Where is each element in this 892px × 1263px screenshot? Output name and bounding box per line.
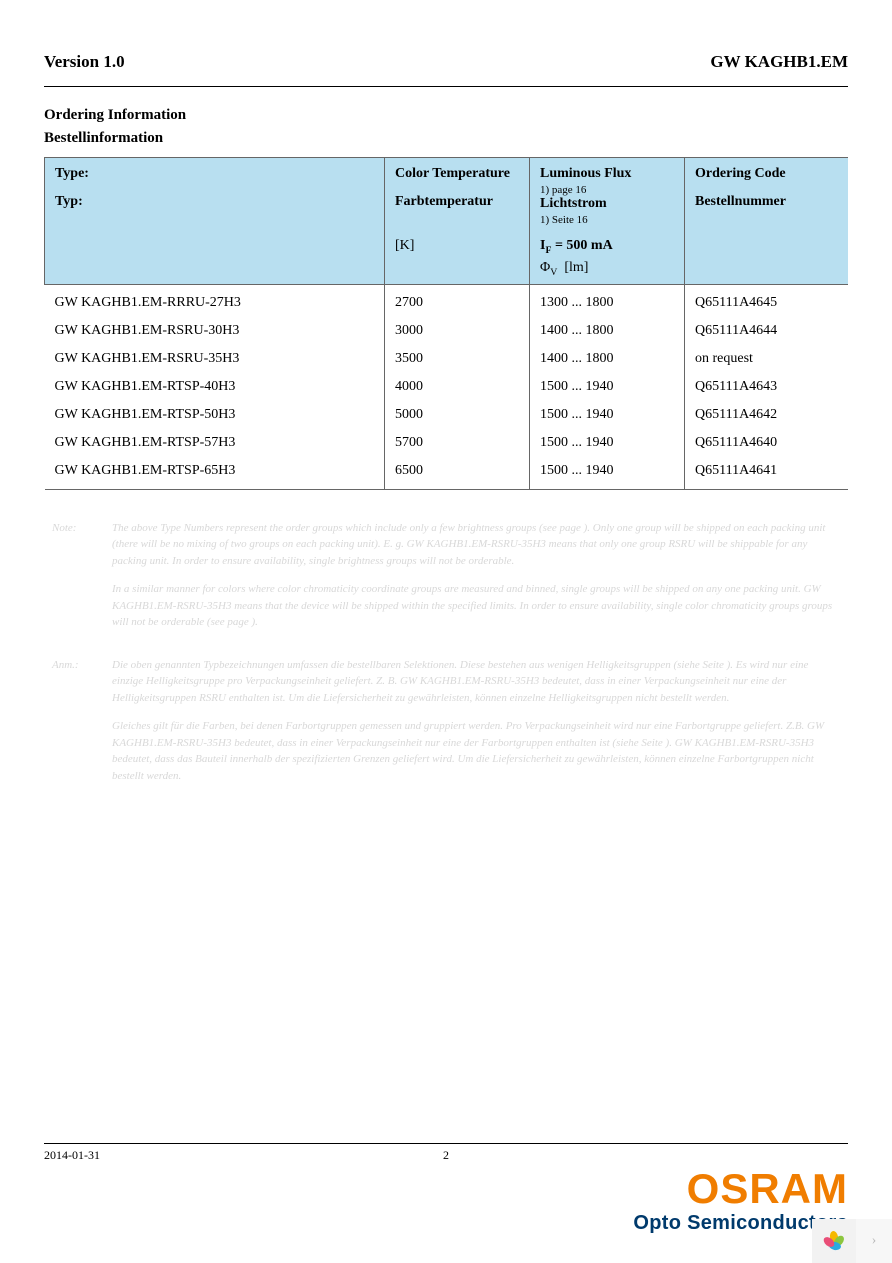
cell-flux: 1500 ... 1940 (530, 401, 685, 429)
col-flux-sub-de: 1) Seite 16 (540, 214, 674, 226)
col-code-en: Ordering Code (695, 166, 838, 182)
note-en-p2: In a similar manner for colors where col… (112, 581, 840, 631)
col-header-flux: Luminous Flux 1) page 16 Lichtstrom 1) S… (530, 158, 685, 285)
note-de-p2: Gleiches gilt für die Farben, bei denen … (112, 718, 840, 784)
note-body-en: The above Type Numbers represent the ord… (112, 520, 840, 643)
cell-code: Q65111A4641 (685, 457, 849, 490)
table-row: GW KAGHB1.EM-RRRU-27H327001300 ... 1800Q… (45, 284, 849, 317)
corner-widget: › (812, 1219, 892, 1263)
cell-flux: 1400 ... 1800 (530, 345, 685, 373)
col-flux-unit: ΦV [lm] (540, 260, 674, 278)
cell-code: Q65111A4643 (685, 373, 849, 401)
cell-code: on request (685, 345, 849, 373)
cell-temp: 5000 (385, 401, 530, 429)
table-row: GW KAGHB1.EM-RSRU-30H330001400 ... 1800Q… (45, 317, 849, 345)
cell-flux: 1400 ... 1800 (530, 317, 685, 345)
col-temp-en: Color Temperature (395, 166, 519, 182)
cell-temp: 4000 (385, 373, 530, 401)
cell-temp: 5700 (385, 429, 530, 457)
section-title-de: Bestellinformation (44, 130, 848, 147)
cell-type: GW KAGHB1.EM-RRRU-27H3 (45, 284, 385, 317)
col-type-de: Typ: (55, 194, 374, 210)
col-temp-de: Farbtemperatur (395, 194, 519, 210)
cell-flux: 1500 ... 1940 (530, 373, 685, 401)
part-number: GW KAGHB1.EM (710, 52, 848, 72)
cell-flux: 1300 ... 1800 (530, 284, 685, 317)
ordering-table: Type: Typ: Color Temperature Farbtempera… (44, 157, 848, 490)
col-header-temp: Color Temperature Farbtemperatur [K] (385, 158, 530, 285)
table-body: GW KAGHB1.EM-RRRU-27H327001300 ... 1800Q… (45, 284, 849, 489)
table-row: GW KAGHB1.EM-RTSP-65H365001500 ... 1940Q… (45, 457, 849, 490)
cell-code: Q65111A4640 (685, 429, 849, 457)
cell-type: GW KAGHB1.EM-RSRU-35H3 (45, 345, 385, 373)
cell-code: Q65111A4642 (685, 401, 849, 429)
note-label-de: Anm.: (52, 657, 112, 797)
cell-type: GW KAGHB1.EM-RTSP-50H3 (45, 401, 385, 429)
col-flux-condition: IF = 500 mA (540, 238, 674, 256)
note-en-p1: The above Type Numbers represent the ord… (112, 520, 840, 570)
table-row: GW KAGHB1.EM-RSRU-35H335001400 ... 1800o… (45, 345, 849, 373)
cell-temp: 3500 (385, 345, 530, 373)
version-label: Version 1.0 (44, 52, 125, 72)
cell-type: GW KAGHB1.EM-RTSP-40H3 (45, 373, 385, 401)
col-code-de: Bestellnummer (695, 194, 838, 210)
page-footer: 2014-01-31 2 (44, 1143, 848, 1163)
flower-icon[interactable] (812, 1219, 856, 1263)
footer-date: 2014-01-31 (44, 1148, 100, 1163)
cell-temp: 3000 (385, 317, 530, 345)
col-header-code: Ordering Code Bestellnummer (685, 158, 849, 285)
table-row: GW KAGHB1.EM-RTSP-40H340001500 ... 1940Q… (45, 373, 849, 401)
col-type-en: Type: (55, 166, 374, 182)
col-flux-de: Lichtstrom (540, 196, 674, 212)
table-row: GW KAGHB1.EM-RTSP-50H350001500 ... 1940Q… (45, 401, 849, 429)
cell-flux: 1500 ... 1940 (530, 429, 685, 457)
col-flux-sub-en: 1) page 16 (540, 184, 674, 196)
note-de-p1: Die oben genannten Typbezeichnungen umfa… (112, 657, 840, 707)
cell-temp: 2700 (385, 284, 530, 317)
chevron-right-icon[interactable]: › (856, 1219, 892, 1263)
col-temp-unit: [K] (395, 238, 519, 254)
table-row: GW KAGHB1.EM-RTSP-57H357001500 ... 1940Q… (45, 429, 849, 457)
cell-type: GW KAGHB1.EM-RTSP-65H3 (45, 457, 385, 490)
section-title-en: Ordering Information (44, 107, 848, 124)
col-flux-en: Luminous Flux (540, 166, 674, 182)
osram-wordmark: OSRAM (633, 1168, 848, 1210)
cell-code: Q65111A4645 (685, 284, 849, 317)
note-label-en: Note: (52, 520, 112, 643)
col-header-type: Type: Typ: (45, 158, 385, 285)
cell-temp: 6500 (385, 457, 530, 490)
page-header: Version 1.0 GW KAGHB1.EM (44, 52, 848, 87)
footer-page-number: 2 (443, 1148, 449, 1163)
notes-section: Note: The above Type Numbers represent t… (44, 520, 848, 797)
cell-type: GW KAGHB1.EM-RTSP-57H3 (45, 429, 385, 457)
cell-type: GW KAGHB1.EM-RSRU-30H3 (45, 317, 385, 345)
cell-code: Q65111A4644 (685, 317, 849, 345)
cell-flux: 1500 ... 1940 (530, 457, 685, 490)
note-body-de: Die oben genannten Typbezeichnungen umfa… (112, 657, 840, 797)
